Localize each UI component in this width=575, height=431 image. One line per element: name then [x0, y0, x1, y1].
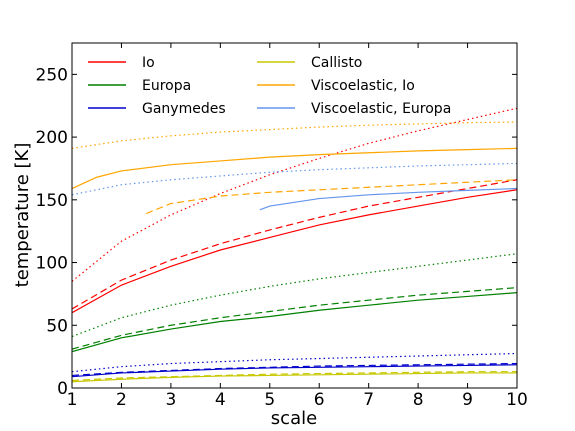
- series-line-1: [72, 179, 517, 310]
- series-line-11: [72, 147, 517, 190]
- series-line-9: [72, 372, 517, 383]
- y-tick-label-0: 0: [57, 379, 68, 399]
- x-tick-label-5: 6: [314, 390, 325, 410]
- y-tick-label-1: 50: [46, 316, 68, 336]
- series-line-5: [72, 253, 517, 338]
- legend: Io Europa Ganymedes Callisto Viscoelastic, I…: [88, 55, 451, 117]
- x-tick-label-9: 10: [506, 390, 528, 410]
- series-layer: [72, 107, 517, 383]
- y-tick-label-3: 150: [36, 191, 68, 211]
- y-tick-label-2: 100: [36, 254, 68, 274]
- series-line-2: [72, 107, 517, 282]
- legend-label-5: Viscoelastic, Europa: [311, 101, 451, 117]
- y-tick-label-5: 250: [36, 65, 68, 85]
- legend-label-1: Europa: [142, 78, 191, 94]
- x-tick-label-6: 7: [363, 390, 374, 410]
- series-line-0: [72, 189, 517, 314]
- x-tick-label-1: 2: [116, 390, 127, 410]
- series-line-4: [72, 287, 517, 350]
- series-line-7: [72, 362, 517, 377]
- series-line-10: [72, 371, 517, 382]
- x-tick-label-4: 5: [264, 390, 275, 410]
- plot-frame: [71, 42, 518, 389]
- legend-label-2: Ganymedes: [142, 101, 226, 117]
- series-line-6: [72, 364, 517, 378]
- legend-label-3: Callisto: [311, 55, 362, 71]
- x-tick-label-0: 1: [67, 390, 78, 410]
- y-tick-label-4: 200: [36, 128, 68, 148]
- legend-label-0: Io: [142, 55, 155, 71]
- x-tick-label-7: 8: [413, 390, 424, 410]
- x-tick-label-8: 9: [462, 390, 473, 410]
- y-axis-label: temperature [K]: [12, 143, 33, 288]
- x-tick-label-3: 4: [215, 390, 226, 410]
- legend-label-4: Viscoelastic, Io: [311, 78, 415, 94]
- x-axis-label: scale: [271, 408, 317, 429]
- plot-area: [72, 107, 517, 383]
- series-line-3: [72, 292, 517, 353]
- series-line-14: [259, 187, 517, 211]
- x-tick-label-2: 3: [165, 390, 176, 410]
